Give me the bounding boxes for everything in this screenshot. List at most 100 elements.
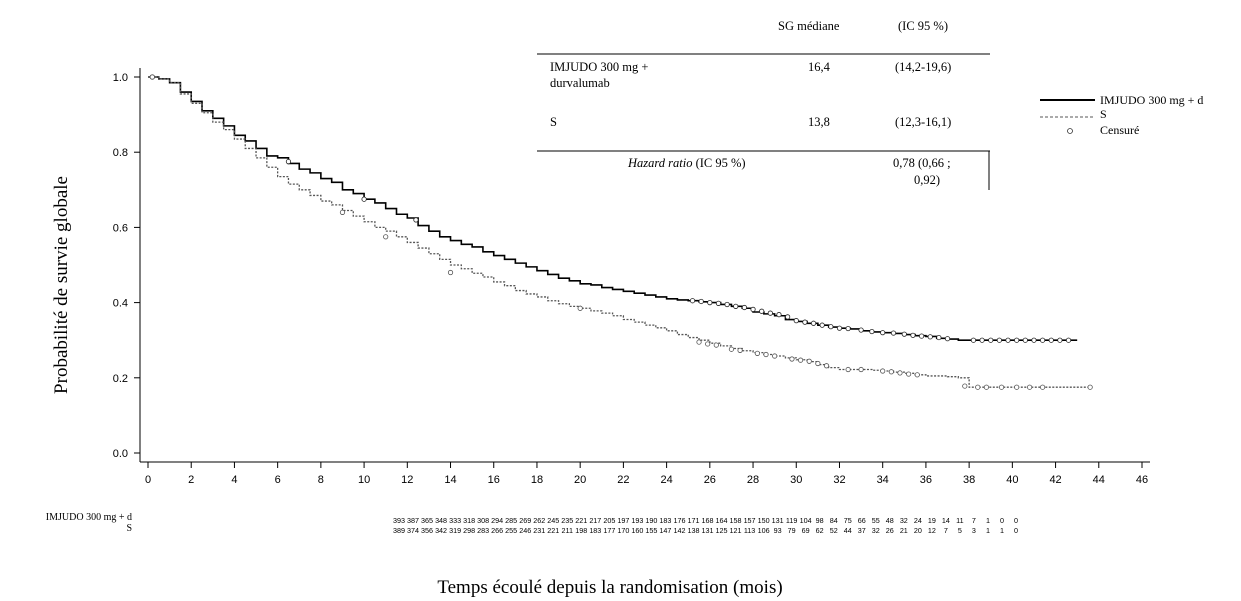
risk-value: 177 (603, 526, 615, 535)
censor-point-imjudo (1014, 337, 1020, 343)
censor-point-s (728, 346, 735, 352)
overlay-row1-median: 16,4 (808, 60, 831, 74)
risk-value: 106 (758, 526, 770, 535)
censor-point-imjudo (828, 324, 834, 330)
overlay-hazard-rest: (IC 95 %) (692, 156, 745, 170)
risk-value: 294 (491, 516, 503, 525)
censor-point-imjudo (767, 310, 773, 316)
legend-circle-swatch (1067, 128, 1073, 134)
censor-point-imjudo (1022, 337, 1028, 343)
risk-value: 155 (645, 526, 657, 535)
y-ticks: 0.0 0.2 0.4 0.6 0.8 1.0 (113, 72, 140, 460)
censor-point-imjudo (858, 327, 864, 333)
risk-value: 150 (758, 516, 770, 525)
censor-point-imjudo (1031, 337, 1037, 343)
censor-point-imjudo (689, 298, 696, 304)
censor-point-s (858, 366, 864, 373)
risk-value: 245 (547, 516, 559, 525)
censor-point-s (962, 383, 968, 389)
censor-point-s (577, 305, 583, 311)
x-tick-label: 2 (188, 474, 194, 486)
censor-point-s (1014, 384, 1020, 390)
risk-value: 37 (858, 526, 866, 535)
censor-point-s (339, 209, 346, 215)
censor-point-s (888, 369, 894, 375)
censor-point-imjudo (918, 333, 925, 339)
risk-value: 183 (589, 526, 601, 535)
risk-value: 32 (900, 516, 908, 525)
censor-point-imjudo (1005, 337, 1011, 343)
y-tick-label: 1.0 (113, 72, 128, 84)
risk-value: 387 (407, 516, 419, 525)
risk-value: 393 (393, 516, 405, 525)
censor-point-s (1087, 384, 1093, 390)
risk-value: 0 (1014, 526, 1018, 535)
risk-table: IMJUDO 300 mg + d S 393 387 365 348 333 318 30… (46, 512, 1018, 535)
x-tick-label: 4 (231, 474, 237, 486)
x-tick-label: 36 (920, 474, 932, 486)
y-axis-label: Probabilité de survie globale (51, 176, 72, 394)
censor-point-imjudo (715, 300, 722, 306)
censor-point-s (705, 341, 711, 347)
x-tick-label: 26 (704, 474, 716, 486)
x-tick-label: 24 (660, 474, 672, 486)
risk-value: 197 (617, 516, 629, 525)
censor-point-s (737, 347, 743, 353)
risk-value: 138 (687, 526, 699, 535)
censor-point-s (789, 356, 795, 362)
overlay-row2-ci: (12,3-16,1) (895, 115, 951, 129)
x-tick-label: 30 (790, 474, 802, 486)
censor-point-s (797, 357, 804, 363)
risk-value: 142 (673, 526, 685, 535)
risk-value: 374 (407, 526, 419, 535)
censor-point-imjudo (890, 330, 897, 336)
overlay-table: SG médiane (IC 95 %) IMJUDO 300 mg + dur… (537, 19, 990, 190)
censor-point-imjudo (413, 217, 419, 223)
censor-point-imjudo (944, 336, 951, 342)
risk-value: 62 (816, 526, 824, 535)
risk-value: 52 (830, 526, 838, 535)
risk-value: 319 (449, 526, 461, 535)
risk-value: 7 (944, 526, 948, 535)
risk-value: 205 (603, 516, 615, 525)
censor-point-imjudo (361, 196, 367, 202)
risk-value: 125 (716, 526, 728, 535)
risk-value: 283 (477, 526, 489, 535)
risk-value: 221 (547, 526, 559, 535)
risk-value: 7 (972, 516, 976, 525)
risk-value: 69 (802, 526, 810, 535)
censor-point-s (806, 358, 812, 364)
risk-value: 198 (575, 526, 587, 535)
censor-point-s (983, 384, 990, 390)
x-tick-label: 10 (358, 474, 370, 486)
risk-value: 55 (872, 516, 880, 525)
risk-value: 231 (533, 526, 545, 535)
risk-value: 48 (886, 516, 894, 525)
censor-point-imjudo (1057, 337, 1063, 343)
x-tick-label: 34 (877, 474, 889, 486)
risk-value: 131 (702, 526, 714, 535)
x-tick-label: 18 (531, 474, 543, 486)
censor-point-imjudo (910, 332, 916, 338)
overlay-hazard-italic: Hazard ratio (627, 156, 692, 170)
censor-point-imjudo (285, 159, 292, 165)
risk-value: 121 (730, 526, 742, 535)
censor-point-imjudo (776, 312, 782, 318)
y-tick-label: 0.2 (113, 373, 128, 385)
censor-point-s (914, 372, 920, 378)
risk-value: 160 (631, 526, 643, 535)
censor-point-imjudo (836, 325, 843, 331)
risk-value: 79 (788, 526, 796, 535)
risk-value: 285 (505, 516, 517, 525)
risk-value: 66 (858, 516, 866, 525)
risk-value: 5 (958, 526, 962, 535)
risk-row2-label: S (126, 523, 132, 534)
overlay-hazard-value-b: 0,92) (914, 173, 940, 187)
risk-value: 217 (589, 516, 601, 525)
risk-value: 157 (744, 516, 756, 525)
censor-point-imjudo (936, 334, 942, 341)
risk-value: 221 (575, 516, 587, 525)
censor-point-imjudo (759, 308, 765, 314)
risk-value: 32 (872, 526, 880, 535)
censor-point-imjudo (927, 334, 933, 340)
